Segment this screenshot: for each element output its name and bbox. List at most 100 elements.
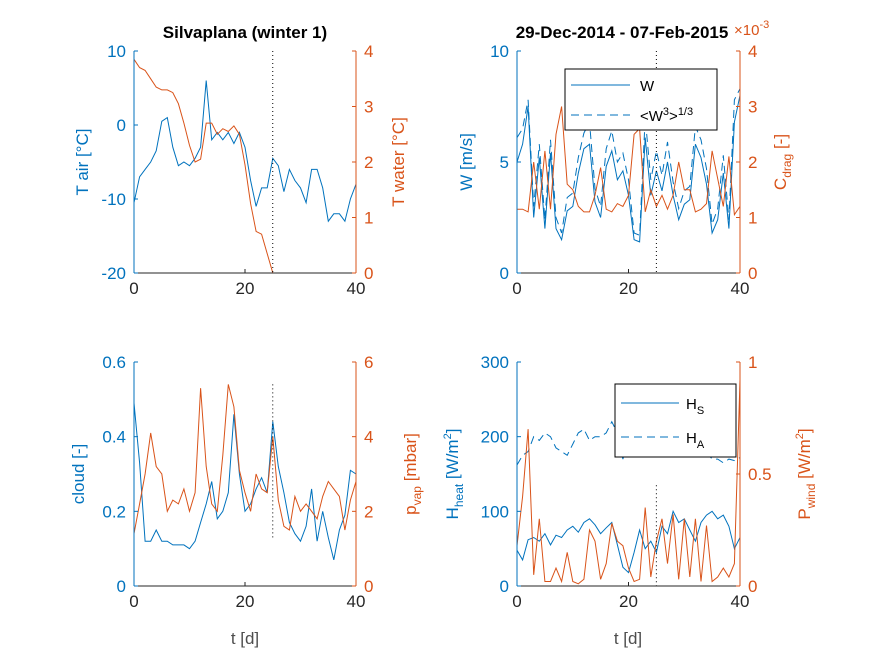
right-tick-label: 1	[364, 209, 373, 228]
left-axis-label-end: ]	[443, 429, 462, 434]
panel-title: 29-Dec-2014 - 07-Feb-2015	[516, 23, 729, 42]
legend-entry: HA	[686, 430, 705, 451]
x-tick-label: 20	[619, 592, 638, 611]
right-tick-label: 0	[748, 577, 757, 596]
x-tick-label: 40	[347, 592, 366, 611]
left-series-line	[133, 80, 357, 223]
right-tick-label: 6	[364, 353, 373, 372]
left-series-line	[133, 403, 357, 561]
left-axis-label: T air [°C]	[73, 129, 92, 196]
x-tick-label: 0	[512, 592, 521, 611]
left-series-line	[516, 509, 741, 574]
left-tick-label: 0	[117, 116, 126, 135]
x-tick-label: 0	[129, 279, 138, 298]
right-axis-label-main: C	[771, 178, 790, 190]
left-tick-label: -20	[101, 264, 126, 283]
left-axis-label: W [m/s]	[457, 133, 476, 191]
legend-entry-text: H	[686, 430, 697, 447]
right-axis-label-main: P	[795, 508, 814, 519]
left-tick-label: 0.4	[102, 428, 126, 447]
x-axis-label: t [d]	[614, 629, 642, 648]
left-tick-label: 10	[490, 42, 509, 61]
right-axis-label: Pwind [W/m2]	[794, 428, 818, 519]
left-axis-label: Hheat [W/m2]	[442, 429, 466, 520]
legend-entry: W	[640, 78, 655, 95]
left-axis-label-tail: [W/m	[443, 439, 462, 483]
left-tick-label: 0.6	[102, 353, 126, 372]
left-tick-label: 0	[117, 577, 126, 596]
right-axis-label: Cdrag [-]	[771, 134, 794, 190]
left-tick-label: 10	[107, 42, 126, 61]
right-axis-label-sup: 2	[794, 433, 806, 439]
legend-entry-sub: A	[697, 439, 705, 451]
legend-entry: <W3>1/3	[640, 106, 693, 125]
right-axis-label-end: ]	[795, 428, 814, 433]
legend-entry-text: <W	[640, 108, 664, 125]
left-series-line-dashed	[516, 88, 741, 237]
right-tick-label: 4	[364, 42, 373, 61]
right-tick-label: 4	[748, 42, 757, 61]
right-series-line	[516, 379, 741, 585]
right-tick-label: 3	[748, 98, 757, 117]
right-series-line	[517, 106, 741, 217]
right-axis-label-sub: wind	[804, 484, 818, 510]
right-tick-label: 0	[748, 264, 757, 283]
right-tick-label: 4	[364, 428, 373, 447]
right-axis-label-tail: [W/m	[795, 439, 814, 483]
right-tick-label: 3	[364, 98, 373, 117]
right-axis-label-tail: [-]	[771, 134, 790, 154]
left-tick-label: 0.2	[102, 502, 126, 521]
left-tick-label: 200	[481, 428, 509, 447]
left-axis-label-sub: heat	[452, 483, 466, 507]
right-axis-label-sub: drag	[780, 154, 794, 178]
plot-area: 0 20 40 -20 -10 0 10 0 1 2 3 4	[101, 42, 373, 298]
legend-entry-sub: S	[697, 405, 704, 417]
x-axis-label: t [d]	[231, 629, 259, 648]
legend-box: W <W3>1/3	[564, 68, 718, 131]
right-axis-label-tail: [mbar]	[401, 433, 420, 486]
legend-entry-sup: 1/3	[678, 106, 693, 118]
left-tick-label: 0	[500, 577, 509, 596]
right-axis-label: T water [°C]	[389, 117, 408, 207]
x-tick-label: 0	[129, 592, 138, 611]
right-tick-label: 2	[364, 153, 373, 172]
left-tick-label: 5	[500, 153, 509, 172]
x-tick-label: 20	[619, 279, 638, 298]
panel-title: Silvaplana (winter 1)	[163, 23, 327, 42]
left-tick-label: 300	[481, 353, 509, 372]
legend-entry-sup: 3	[663, 106, 669, 118]
right-tick-label: 0.5	[748, 465, 772, 484]
left-axis-label-sup: 2	[442, 433, 454, 439]
right-tick-label: 2	[364, 502, 373, 521]
left-axis-label: cloud [-]	[69, 444, 88, 504]
right-tick-label: 2	[748, 153, 757, 172]
right-series-line	[133, 59, 274, 274]
right-axis-label: pvap [mbar]	[401, 433, 424, 515]
x-tick-label: 20	[236, 592, 255, 611]
right-axis-label-sub: vap	[410, 486, 424, 506]
legend-box: HS HA	[614, 383, 737, 458]
legend-entry-text: >	[669, 108, 678, 125]
x-tick-label: 40	[347, 279, 366, 298]
left-tick-label: 100	[481, 502, 509, 521]
x-tick-label: 40	[731, 279, 750, 298]
x-tick-label: 20	[236, 279, 255, 298]
right-tick-label: 0	[364, 264, 373, 283]
left-axis-label-main: H	[443, 507, 462, 519]
x-tick-label: 0	[512, 279, 521, 298]
legend-entry: HS	[686, 396, 704, 417]
left-tick-label: 0	[500, 264, 509, 283]
legend-entry-text: H	[686, 396, 697, 413]
right-axis-label-main: p	[401, 505, 420, 514]
right-tick-label: 0	[364, 577, 373, 596]
right-tick-label: 1	[748, 353, 757, 372]
x-tick-label: 40	[731, 592, 750, 611]
right-series-line	[133, 384, 357, 534]
left-tick-label: -10	[101, 190, 126, 209]
